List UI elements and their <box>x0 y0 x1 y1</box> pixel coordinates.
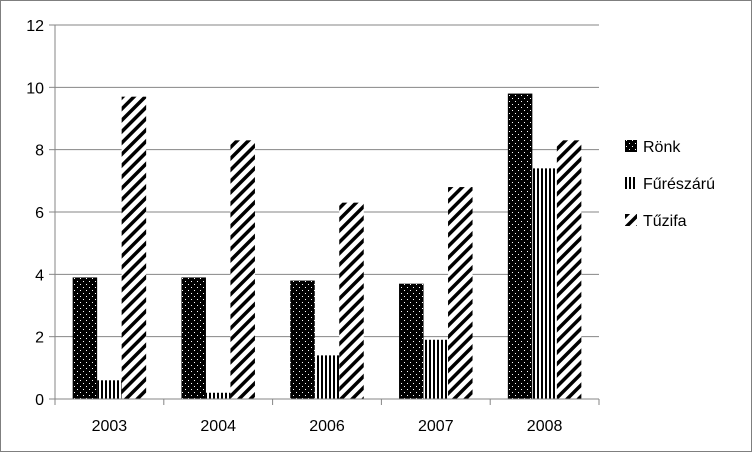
bar-vertical-2004 <box>205 392 231 399</box>
bar-vertical-2003 <box>97 380 122 399</box>
y-tick-label: 8 <box>35 143 44 160</box>
bar-vertical-2007 <box>423 339 449 399</box>
y-tick-label: 4 <box>35 267 44 284</box>
bar-diagonal-2007 <box>448 187 473 399</box>
legend-swatch-vertical <box>625 177 637 189</box>
y-tick-label: 12 <box>26 18 44 35</box>
bar-diagonal-2006 <box>339 202 364 399</box>
legend-swatch-dots <box>625 140 637 152</box>
legend: Rönk Fűrészárú Tűzifa <box>625 139 715 230</box>
x-category-label: 2003 <box>92 418 128 435</box>
x-category-label: 2006 <box>309 418 345 435</box>
bar-dots-2004 <box>181 277 206 399</box>
legend-label: Tűzifa <box>643 213 687 230</box>
x-category-label: 2008 <box>527 418 563 435</box>
bar-vertical-2008 <box>532 168 557 399</box>
bar-dots-2006 <box>290 280 315 399</box>
bar-dots-2008 <box>507 93 533 400</box>
bar-dots-2003 <box>72 277 98 399</box>
bar-diagonal-2004 <box>230 140 255 400</box>
x-category-label: 2004 <box>200 418 236 435</box>
bar-vertical-2006 <box>314 355 340 399</box>
legend-label: Rönk <box>643 139 681 156</box>
bar-dots-2007 <box>399 283 424 399</box>
y-tick-label: 2 <box>35 330 44 347</box>
bar-diagonal-2003 <box>121 96 147 399</box>
bar-diagonal-2008 <box>556 140 582 400</box>
bars <box>72 93 582 400</box>
y-tick-label: 6 <box>35 205 44 222</box>
legend-swatch-diagonal <box>625 214 637 226</box>
x-axis-labels: 2003 2004 2006 2007 2008 <box>92 418 563 435</box>
y-tick-label: 0 <box>35 392 44 409</box>
x-category-label: 2007 <box>418 418 454 435</box>
axes <box>54 25 600 405</box>
legend-label: Fűrészárú <box>643 176 715 193</box>
y-axis-ticks: 0 2 4 6 8 10 12 <box>26 18 55 409</box>
y-tick-label: 10 <box>26 80 44 97</box>
